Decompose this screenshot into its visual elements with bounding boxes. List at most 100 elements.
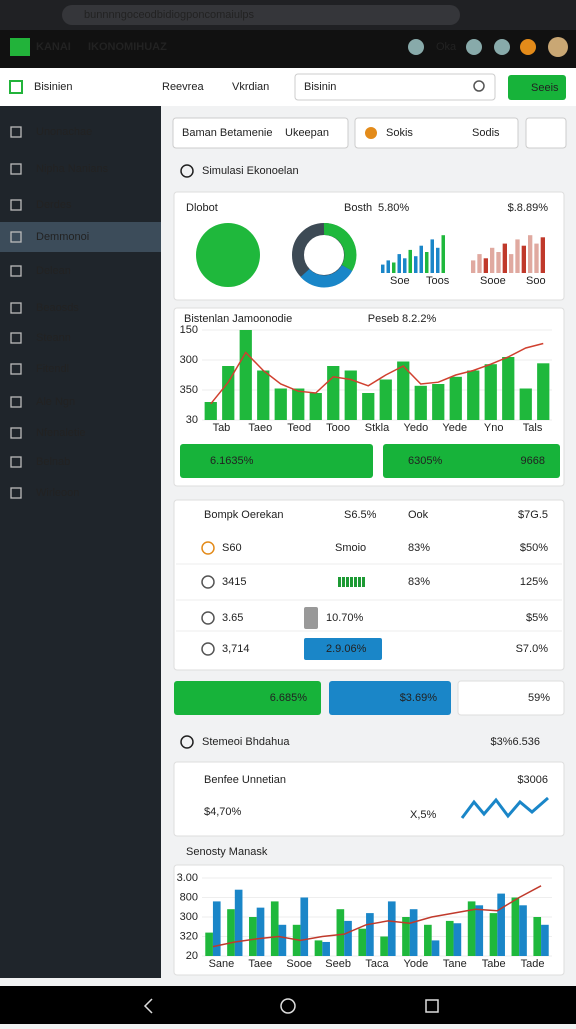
card [173, 191, 565, 301]
user: Oka [436, 41, 457, 53]
sidebar-icon [10, 231, 22, 243]
action-label[interactable]: $3.69% [400, 692, 438, 704]
action-button [174, 681, 321, 715]
y-tick-label: 150 [180, 324, 198, 336]
sidebar-item[interactable]: Wirleoon [36, 487, 79, 499]
mini-bar [483, 258, 488, 273]
header-icon[interactable] [466, 39, 482, 55]
action-label[interactable]: 59% [528, 692, 550, 704]
x-tick-label: Taeo [248, 422, 272, 434]
sidebar-icon [10, 332, 22, 344]
back-button[interactable] [143, 998, 153, 1014]
nav-link[interactable]: Reevrea [162, 81, 204, 93]
bar [484, 364, 497, 420]
mini-bar [386, 260, 390, 273]
bar [475, 905, 484, 956]
section-note: $3%6.536 [490, 736, 540, 748]
bar [519, 905, 527, 956]
bar [249, 917, 257, 956]
mini-bar [502, 243, 507, 273]
url: bunnnngoceodbidiogponcomaiulps [84, 9, 255, 21]
sidebar-item[interactable]: Demmonoi [36, 231, 89, 243]
sidebar-item[interactable]: Steann [36, 332, 71, 344]
button-label[interactable]: Seeis [531, 82, 559, 94]
button-label[interactable]: 9668 [521, 455, 545, 467]
sidebar-icon [10, 427, 22, 439]
table-header: $7G.5 [518, 509, 548, 521]
sidebar-icon [10, 487, 22, 499]
sidebar-item[interactable]: Delean [36, 265, 71, 277]
bar [366, 913, 374, 956]
select-label[interactable]: Sokis [386, 127, 413, 139]
select-value[interactable]: Sodis [472, 127, 500, 139]
y-tick-label: 320 [180, 930, 198, 942]
card [173, 761, 565, 837]
sparkline [460, 796, 549, 819]
x-tick-label: Yedo [404, 422, 429, 434]
bar [256, 907, 265, 956]
card-title: Dlobot [186, 202, 218, 214]
x-tick-label: Tooo [326, 422, 350, 434]
sidebar-icon [10, 302, 22, 314]
mini-bar [528, 235, 533, 273]
bar [497, 893, 505, 956]
bar [274, 388, 287, 420]
row-label: Smoio [335, 542, 366, 554]
sidebar-item[interactable]: Ale Ngn [36, 396, 75, 408]
bar [445, 920, 454, 956]
bar [533, 917, 542, 956]
mini-label: Toos [426, 275, 450, 287]
x-tick-label: Tab [213, 422, 231, 434]
bar [278, 924, 287, 956]
avatar[interactable] [548, 37, 568, 57]
home-button[interactable] [280, 998, 296, 1014]
header-icon[interactable] [494, 39, 510, 55]
sidebar-item[interactable]: Derdes [36, 199, 72, 211]
select-value[interactable]: Ukeepan [285, 127, 329, 139]
button-label[interactable]: 6305% [408, 455, 442, 467]
header-icon[interactable] [520, 39, 536, 55]
search-box [294, 73, 496, 101]
y-tick-label: 20 [186, 950, 198, 962]
bar [449, 376, 462, 420]
bar [212, 901, 221, 956]
action-label[interactable]: 6.685% [270, 692, 308, 704]
sidebar-item[interactable]: Fitendl [36, 363, 69, 375]
search-input[interactable]: Bisinin [304, 81, 336, 93]
sidebar-item[interactable]: Unonachae [36, 126, 92, 138]
header-icon[interactable] [408, 39, 424, 55]
sidebar-item[interactable]: Nipha Nanians [36, 163, 109, 175]
section-title: Stemeoi Bhdahua [202, 736, 290, 748]
y-tick-label: 3.00 [177, 872, 198, 884]
sidebar-item[interactable]: Nfenaletie [36, 427, 86, 439]
x-tick-label: Tals [523, 422, 543, 434]
sidebar-item[interactable]: Belnab [36, 456, 70, 468]
row-label: 2.9.06% [326, 643, 367, 655]
mini-bar [490, 247, 495, 273]
select-label[interactable]: Baman Betamenie [182, 127, 273, 139]
x-tick-label: Stkla [365, 422, 390, 434]
sidebar-item[interactable]: Beaosds [36, 302, 79, 314]
x-tick-label: Seeb [325, 958, 351, 970]
bar [292, 388, 305, 420]
section-title: Simulasi Ekonoelan [202, 165, 299, 177]
nav-link[interactable]: Vkrdian [232, 81, 269, 93]
row-share: 83% [408, 576, 430, 588]
nav-icon [9, 80, 23, 94]
mini-bar [496, 252, 501, 273]
bar [502, 357, 515, 420]
refresh-button [525, 117, 567, 149]
bar [519, 388, 532, 420]
bar [309, 393, 322, 420]
mini-label: Soe [390, 275, 410, 287]
row-badge [304, 638, 382, 660]
mini-bar [471, 260, 476, 273]
section-icon [180, 735, 194, 749]
button-label[interactable]: 6.1635% [210, 455, 254, 467]
stat-label: Bosth [344, 202, 372, 214]
chart-note: Peseb 8.2.2% [368, 313, 437, 325]
bar [358, 928, 367, 956]
row-icon [201, 642, 215, 656]
bar [431, 940, 440, 956]
